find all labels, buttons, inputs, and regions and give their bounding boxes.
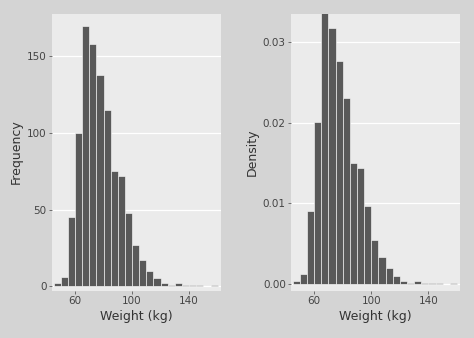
Bar [385, 268, 392, 284]
Bar [125, 213, 132, 286]
Bar [118, 176, 125, 286]
Bar [146, 271, 154, 286]
Bar [378, 257, 385, 284]
Bar [328, 28, 336, 284]
Bar [428, 283, 436, 284]
Bar [189, 285, 196, 286]
Bar [364, 207, 371, 284]
Bar [154, 279, 161, 286]
Bar [371, 240, 378, 284]
Bar [357, 168, 364, 284]
Bar [110, 171, 118, 286]
Bar [450, 283, 457, 284]
Bar [343, 98, 350, 284]
Bar [82, 26, 89, 286]
Bar [182, 285, 189, 286]
Bar [421, 283, 428, 284]
Bar [175, 283, 182, 286]
Bar [196, 285, 203, 286]
Bar [321, 9, 328, 284]
Bar [75, 133, 82, 286]
Bar [89, 44, 96, 286]
Bar [436, 283, 443, 284]
Bar [132, 245, 139, 286]
Bar [392, 276, 400, 284]
Bar [54, 283, 61, 286]
Bar [350, 163, 357, 284]
Bar [161, 283, 168, 286]
Bar [336, 61, 343, 284]
Bar [96, 75, 103, 286]
X-axis label: Weight (kg): Weight (kg) [339, 310, 412, 323]
Bar [103, 110, 110, 286]
Bar [314, 122, 321, 284]
Bar [307, 211, 314, 284]
Bar [293, 281, 300, 284]
Bar [168, 285, 175, 286]
Y-axis label: Frequency: Frequency [9, 120, 23, 185]
Bar [400, 281, 407, 284]
Bar [407, 283, 414, 284]
Bar [68, 217, 75, 286]
Bar [61, 277, 68, 286]
X-axis label: Weight (kg): Weight (kg) [100, 310, 173, 323]
Bar [414, 281, 421, 284]
Y-axis label: Density: Density [246, 128, 259, 176]
Bar [210, 285, 218, 286]
Bar [300, 274, 307, 284]
Bar [139, 260, 146, 286]
